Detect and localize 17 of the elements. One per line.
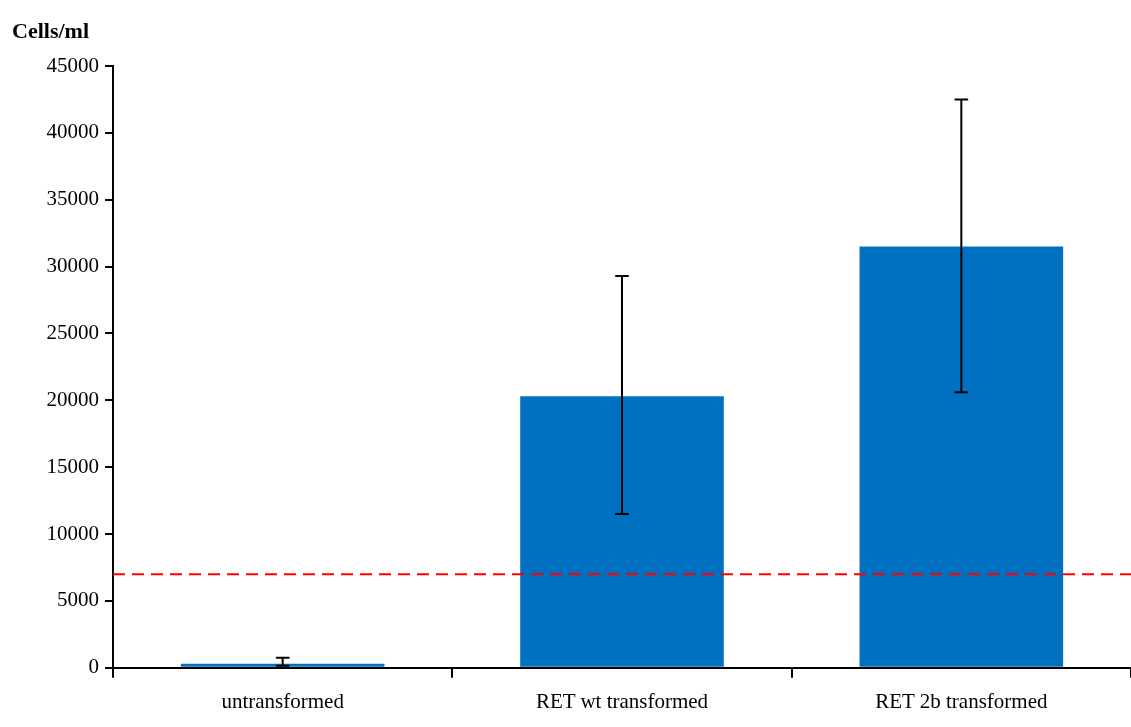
bar — [859, 246, 1064, 667]
y-tick-label: 30000 — [46, 253, 99, 278]
x-tick-label: RET 2b transformed — [875, 688, 1048, 713]
y-tick-label: 40000 — [46, 119, 99, 144]
x-tick-label: untransformed — [221, 688, 345, 713]
y-tick-label: 25000 — [46, 319, 99, 344]
x-tick-label: RET wt transformed — [535, 688, 709, 713]
y-tick-label: 10000 — [46, 520, 99, 545]
y-axis-title: Cells/ml — [12, 17, 89, 43]
y-tick-label: 5000 — [57, 587, 99, 612]
y-tick-label: 35000 — [46, 186, 99, 211]
y-tick-label: 15000 — [46, 453, 99, 478]
y-tick-label: 0 — [88, 654, 99, 679]
bar — [520, 396, 724, 667]
y-tick-label: 45000 — [46, 52, 99, 77]
y-tick-label: 20000 — [46, 386, 99, 411]
bar — [180, 663, 385, 667]
